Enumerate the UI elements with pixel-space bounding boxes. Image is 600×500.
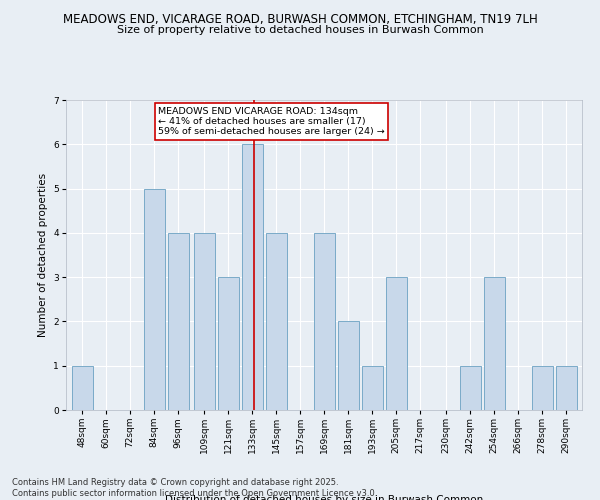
Text: MEADOWS END VICARAGE ROAD: 134sqm
← 41% of detached houses are smaller (17)
59% : MEADOWS END VICARAGE ROAD: 134sqm ← 41% … (158, 106, 385, 136)
Text: Contains HM Land Registry data © Crown copyright and database right 2025.
Contai: Contains HM Land Registry data © Crown c… (12, 478, 377, 498)
Bar (361, 366, 383, 410)
Bar (265, 233, 287, 410)
Bar (167, 233, 188, 410)
Bar (556, 366, 577, 410)
Bar (386, 277, 407, 410)
Bar (484, 277, 505, 410)
Bar (337, 322, 359, 410)
Bar (218, 277, 239, 410)
Bar (460, 366, 481, 410)
Bar (532, 366, 553, 410)
Bar (314, 233, 335, 410)
X-axis label: Distribution of detached houses by size in Burwash Common: Distribution of detached houses by size … (165, 495, 483, 500)
Text: MEADOWS END, VICARAGE ROAD, BURWASH COMMON, ETCHINGHAM, TN19 7LH: MEADOWS END, VICARAGE ROAD, BURWASH COMM… (62, 12, 538, 26)
Bar (143, 188, 164, 410)
Bar (241, 144, 263, 410)
Text: Size of property relative to detached houses in Burwash Common: Size of property relative to detached ho… (116, 25, 484, 35)
Bar (193, 233, 215, 410)
Bar (71, 366, 92, 410)
Y-axis label: Number of detached properties: Number of detached properties (38, 173, 48, 337)
